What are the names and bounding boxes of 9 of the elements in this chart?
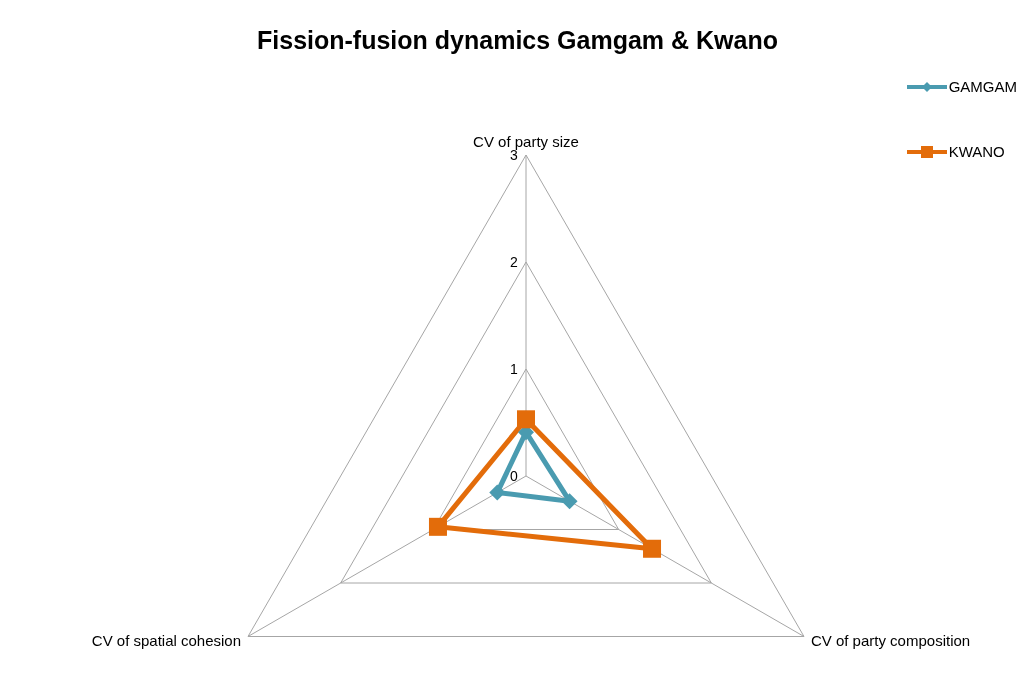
legend-label: KWANO <box>948 143 1005 160</box>
spoke-label: CV of party size <box>473 133 579 150</box>
y-tick-label: 0 <box>510 468 519 484</box>
legend-label: GAMGAM <box>948 78 1017 95</box>
y-tick-label: 1 <box>510 361 519 377</box>
spoke-label: CV of party composition <box>810 631 971 649</box>
spoke-label: CV of spatial cohesion <box>91 631 242 649</box>
chart-title: Fission-fusion dynamics Gamgam & Kwano <box>256 26 779 55</box>
y-tick-label: 2 <box>510 254 519 270</box>
